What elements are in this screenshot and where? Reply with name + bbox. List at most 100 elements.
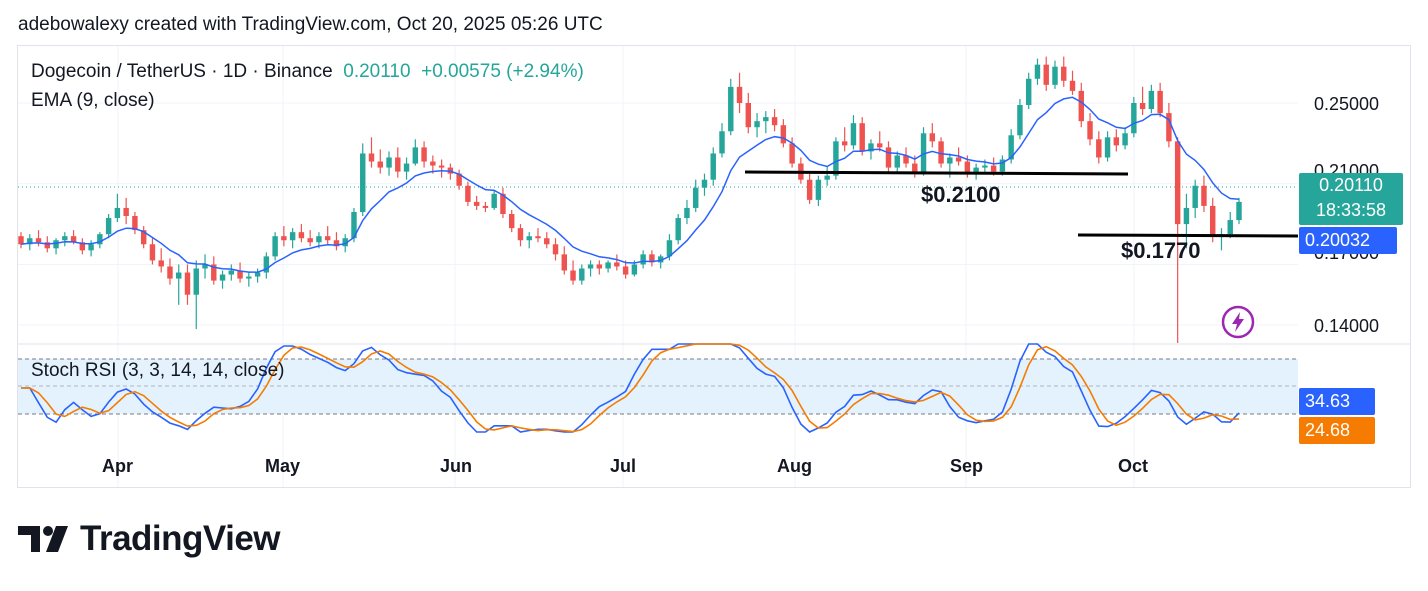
tradingview-mark-icon [18,526,68,552]
candle-body [132,216,138,231]
candle-body [263,256,270,273]
candle-body [1166,113,1172,142]
candle-body [342,238,348,247]
candle-body [123,207,129,217]
time-tick: Aug [777,456,812,476]
price-tick: 0.14000 [1314,316,1379,336]
time-tick: Jul [610,456,636,476]
candle-body [605,262,611,269]
candle-body [465,185,471,202]
candle-body [955,157,962,162]
candle-body [622,266,629,275]
candle-body [395,157,401,172]
candle-body [1139,103,1146,110]
candle-body [1069,80,1076,91]
candle-body [237,270,243,279]
candle-body [947,157,953,164]
candle-body [97,234,103,245]
candle-body [500,193,506,214]
support-level-label: $0.1770 [1121,238,1201,263]
candle-body [219,274,226,281]
candle-body [1078,90,1084,122]
attribution-text: adebowalexy created with TradingView.com… [18,14,603,35]
symbol-change: +0.00575 (+2.94%) [421,61,584,82]
candle-body [421,147,427,162]
candle-body [158,260,164,267]
candle-body [140,230,147,245]
candle-body [964,161,971,174]
candle-body [368,153,375,162]
stoch-rsi-legend[interactable]: Stoch RSI (3, 3, 14, 14, close) [31,360,285,381]
candle-body [1122,133,1128,146]
stoch-k-value-tag: 34.63 [1299,388,1375,415]
candle-body [491,193,497,208]
candle-body [570,270,576,281]
candle-body [412,147,419,164]
chart-frame [17,45,1411,488]
candle-body [973,167,979,174]
candle-body [561,254,567,271]
candle-body [701,179,708,188]
candle-body [184,272,191,295]
candle-body [938,141,944,164]
candle-body [254,272,261,277]
candle-body [1034,64,1041,79]
candle-body [114,207,121,219]
candle-body [806,179,813,200]
candle-body [684,207,690,219]
price-tick: 0.25000 [1314,94,1379,114]
candle-body [430,161,436,166]
time-tick: May [265,456,300,476]
ema-value-tag: 0.20032 [1299,227,1397,254]
candle-body [675,218,681,241]
candle-body [754,121,760,128]
candle-body [1131,103,1137,134]
candle-body [912,163,918,174]
candle-body [1017,105,1023,136]
candle-body [693,187,699,208]
time-tick: Apr [102,456,133,476]
candle-body [1209,205,1216,237]
time-tick: Sep [950,456,983,476]
symbol-legend[interactable]: Dogecoin / TetherUS · 1D · Binance 0.201… [31,61,584,83]
candle-body [763,117,769,122]
candle-body [456,173,462,186]
candle-body [579,268,585,281]
tradingview-logo[interactable]: TradingView [18,519,281,559]
lightning-bolt-icon[interactable] [1221,305,1255,339]
candle-body [44,242,51,249]
ema-line [20,96,1240,273]
candle-body [351,211,357,239]
candle-body [999,159,1006,172]
stoch-d-line [21,343,1240,433]
candle-body [473,201,480,206]
candle-body [903,155,909,164]
candle-body [1236,201,1242,221]
candle-body [517,228,524,241]
candle-body [666,240,673,257]
candlestick-series [18,56,1242,343]
time-axis[interactable]: Apr May Jun Jul Aug Sep Oct [102,456,1148,476]
candle-body [176,272,182,279]
candle-body [877,143,883,148]
resistance-level-label: $0.2100 [921,182,1001,207]
candle-body [526,236,532,241]
candle-body [780,125,787,144]
candle-body [771,117,778,126]
candle-body [403,163,410,172]
symbol-name: Dogecoin / TetherUS · 1D · Binance [31,61,333,82]
candle-body [386,157,392,168]
candle-body [631,264,638,275]
candle-body [1043,64,1049,85]
candle-body [193,268,199,295]
candle-body [596,264,603,269]
candle-body [614,262,620,267]
candle-body [710,153,716,180]
ema-legend[interactable]: EMA (9, close) [31,90,155,111]
candle-body [894,155,900,168]
candle-body [1025,78,1032,106]
candle-body [657,256,664,263]
candle-body [1087,121,1093,140]
stoch-d-value-tag: 24.68 [1299,417,1375,444]
